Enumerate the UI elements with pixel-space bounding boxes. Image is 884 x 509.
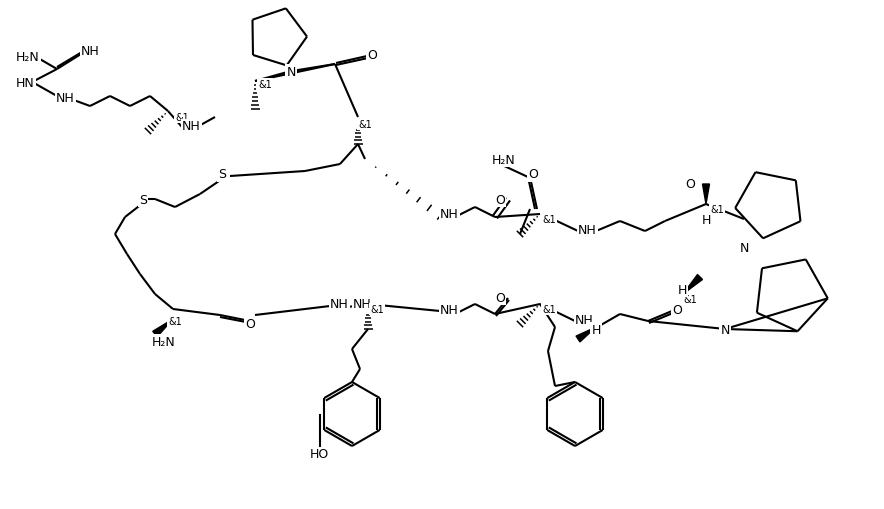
Text: &1: &1 (258, 80, 271, 90)
Text: H₂N: H₂N (152, 335, 176, 348)
Text: NH: NH (440, 303, 459, 316)
Text: H₂N: H₂N (492, 153, 515, 166)
Text: &1: &1 (370, 304, 384, 315)
Text: NH: NH (440, 208, 459, 221)
Text: HN: HN (16, 76, 34, 89)
Text: O: O (528, 168, 537, 181)
Text: H₂N: H₂N (16, 50, 40, 64)
Text: &1: &1 (358, 120, 372, 130)
Text: N: N (739, 241, 749, 254)
Text: O: O (672, 303, 682, 316)
Text: H: H (591, 323, 601, 336)
Text: H: H (701, 213, 711, 226)
Text: NH: NH (575, 313, 594, 326)
Text: S: S (139, 193, 147, 206)
Text: H: H (677, 283, 687, 296)
Text: &1: &1 (542, 304, 556, 315)
Text: O: O (245, 318, 255, 331)
Text: NH: NH (330, 298, 349, 311)
Text: O: O (495, 193, 505, 206)
Text: NH: NH (578, 223, 597, 236)
Text: NH: NH (353, 298, 372, 311)
Polygon shape (153, 319, 173, 337)
Text: S: S (218, 168, 226, 181)
Text: &1: &1 (175, 113, 189, 123)
Text: NH: NH (56, 91, 75, 104)
Polygon shape (683, 275, 703, 294)
Text: O: O (367, 48, 377, 62)
Text: &1: &1 (168, 317, 182, 326)
Text: N: N (286, 65, 295, 78)
Polygon shape (703, 185, 710, 205)
Text: &1: &1 (710, 205, 724, 215)
Text: N: N (720, 323, 729, 336)
Polygon shape (576, 327, 596, 342)
Text: O: O (495, 291, 505, 304)
Text: &1: &1 (683, 294, 697, 304)
Text: HO: HO (310, 447, 329, 461)
Text: NH: NH (182, 120, 201, 133)
Text: O: O (685, 178, 695, 191)
Text: &1: &1 (542, 215, 556, 224)
Text: NH: NH (81, 44, 100, 58)
